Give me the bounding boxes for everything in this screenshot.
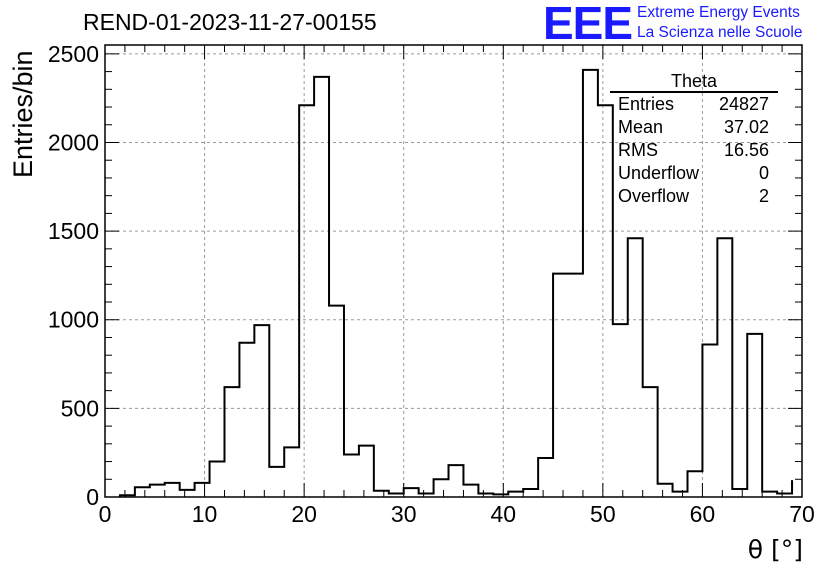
histogram-bin [120, 495, 135, 497]
stats-value: 16.56 [723, 140, 769, 160]
logo-caption: Extreme Energy Events La Scienza nelle S… [637, 3, 802, 43]
histogram-bin [508, 492, 523, 497]
histogram-bin [449, 465, 464, 497]
y-tick-label: 500 [61, 395, 99, 421]
histogram-bin [538, 458, 553, 497]
axes [104, 44, 803, 498]
histogram-bin [777, 493, 792, 497]
histogram-bin [658, 484, 673, 497]
stats-row: Entries 24827 [610, 93, 778, 116]
x-tick-label: 20 [291, 501, 317, 527]
stats-value: 0 [758, 163, 769, 183]
y-axis-label: Entries/bin [8, 50, 38, 178]
histogram-bin [419, 493, 434, 497]
x-tick-label: 60 [690, 501, 716, 527]
histogram-bin [299, 105, 314, 497]
histogram-bin [180, 490, 195, 497]
histogram-bin [329, 306, 344, 497]
histogram-bin [747, 334, 762, 497]
x-tick-label: 0 [99, 501, 112, 527]
stats-label: Overflow [618, 186, 690, 206]
plot-frame [104, 44, 803, 498]
histogram-bin [673, 492, 688, 497]
histogram-bin [389, 493, 404, 497]
histogram-outline [118, 68, 794, 497]
histogram-bin [359, 446, 374, 497]
y-tick-label: 0 [86, 484, 99, 510]
histogram-bin [210, 462, 225, 497]
histogram-bin [493, 494, 508, 497]
histogram-bin [404, 488, 419, 497]
x-axis-label: θ [°] [748, 535, 803, 564]
histogram-bin [568, 274, 583, 497]
x-tick-label: 70 [789, 501, 815, 527]
y-tick-label: 2000 [48, 129, 99, 155]
eee-logo: EEE [543, 0, 633, 49]
stats-label: Underflow [618, 163, 700, 183]
histogram-bin [762, 492, 777, 497]
stats-row: Underflow 0 [610, 162, 778, 185]
histogram-bin [314, 77, 329, 497]
y-tick-label: 1000 [48, 307, 99, 333]
logo-caption-line2: La Scienza nelle Scuole [637, 24, 803, 41]
x-tick-label: 10 [192, 501, 218, 527]
grid-lines [105, 45, 802, 497]
histogram-bin [150, 485, 165, 497]
histogram-bin [478, 493, 493, 497]
histogram-bin [434, 479, 449, 497]
y-tick-label: 1500 [48, 218, 99, 244]
x-tick-label: 30 [391, 501, 417, 527]
histogram-bin [613, 324, 628, 497]
y-tick-label: 2500 [48, 41, 99, 67]
histogram-bin [165, 483, 180, 497]
stats-label: Entries [618, 94, 675, 114]
stats-label: Mean [618, 117, 664, 137]
histogram-bin [135, 487, 150, 497]
histogram-bin [463, 485, 478, 497]
histogram-bin [269, 467, 284, 497]
x-tick-label: 50 [590, 501, 616, 527]
stats-value: 2 [758, 186, 769, 206]
chart-title: REND-01-2023-11-27-00155 [83, 9, 377, 35]
histogram-bin [717, 238, 732, 497]
stats-label: RMS [618, 140, 658, 160]
stats-box: Theta Entries 24827 Mean 37.02 RMS 16.56… [610, 71, 778, 208]
histogram-bin [224, 387, 239, 497]
histogram-bin [239, 343, 254, 497]
histogram-bin [643, 387, 658, 497]
stats-value: 24827 [718, 94, 769, 114]
stats-row: RMS 16.56 [610, 139, 778, 162]
histogram-bin [583, 70, 598, 497]
stats-title: Theta [610, 71, 778, 93]
histogram-bin [553, 274, 568, 497]
histogram-bin [374, 491, 389, 497]
histogram-bin [702, 345, 717, 497]
stats-row: Mean 37.02 [610, 116, 778, 139]
histogram-bin [523, 489, 538, 497]
stats-row: Overflow 2 [610, 185, 778, 208]
x-tick-label: 40 [490, 501, 516, 527]
stats-value: 37.02 [723, 117, 769, 137]
histogram-bin [284, 447, 299, 497]
logo-caption-line1: Extreme Energy Events [637, 4, 800, 21]
histogram-bin [195, 483, 210, 497]
histogram-bin [344, 454, 359, 497]
histogram-bin [628, 238, 643, 497]
histogram-bin [687, 471, 702, 497]
histogram-bin [254, 325, 269, 497]
histogram-bin [732, 489, 747, 497]
